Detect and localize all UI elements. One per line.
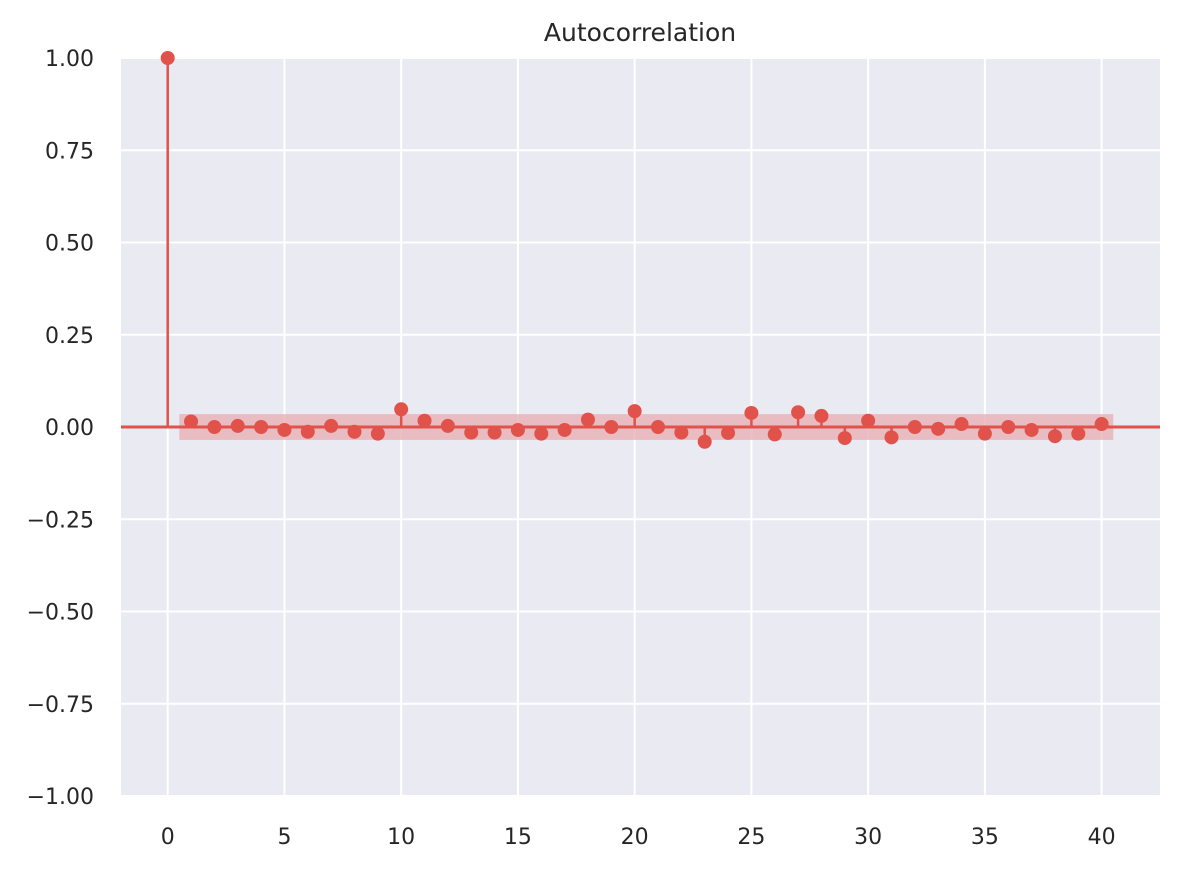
- marker-lag-7: [324, 418, 339, 433]
- marker-lag-25: [744, 405, 759, 420]
- x-tick-labels: 0 5 10 15 20 25 30 35 40: [161, 825, 1116, 850]
- marker-lag-24: [721, 425, 736, 440]
- markers: [160, 51, 1109, 449]
- marker-lag-3: [230, 418, 245, 433]
- y-tick-label: 0.75: [45, 139, 94, 164]
- y-tick-labels: 1.00 0.75 0.50 0.25 0.00 −0.25 −0.50 −0.75 −1.00: [27, 47, 94, 810]
- y-tick-label: −0.75: [27, 693, 94, 718]
- x-tick-label: 25: [737, 825, 765, 850]
- marker-lag-10: [394, 402, 409, 417]
- marker-lag-1: [184, 414, 199, 429]
- marker-lag-2: [207, 420, 222, 434]
- marker-lag-4: [254, 420, 269, 434]
- x-tick-label: 20: [621, 825, 649, 850]
- marker-lag-22: [674, 425, 689, 440]
- y-tick-label: 1.00: [45, 47, 94, 72]
- marker-lag-18: [580, 412, 595, 427]
- chart-title: Autocorrelation: [544, 18, 736, 47]
- marker-lag-36: [1001, 420, 1016, 434]
- x-tick-label: 35: [971, 825, 999, 850]
- x-tick-label: 15: [504, 825, 532, 850]
- x-tick-label: 5: [277, 825, 291, 850]
- marker-lag-11: [417, 413, 432, 428]
- marker-lag-0: [160, 51, 175, 65]
- marker-lag-23: [697, 434, 712, 449]
- marker-lag-13: [464, 425, 479, 440]
- marker-lag-34: [954, 417, 969, 432]
- x-tick-label: 0: [161, 825, 175, 850]
- marker-lag-20: [627, 404, 642, 419]
- marker-lag-40: [1094, 417, 1109, 432]
- y-tick-label: −0.25: [27, 508, 94, 533]
- marker-lag-15: [510, 422, 525, 437]
- y-tick-label: 0.00: [45, 416, 94, 441]
- marker-lag-14: [487, 425, 502, 440]
- marker-lag-12: [440, 418, 455, 433]
- x-tick-label: 10: [387, 825, 415, 850]
- marker-lag-8: [347, 424, 362, 439]
- y-tick-label: 0.25: [45, 324, 94, 349]
- marker-lag-27: [791, 405, 806, 420]
- marker-lag-5: [277, 422, 292, 437]
- marker-lag-38: [1047, 429, 1062, 444]
- marker-lag-28: [814, 408, 829, 423]
- marker-lag-19: [604, 420, 619, 434]
- marker-lag-6: [300, 424, 315, 439]
- marker-lag-30: [861, 413, 876, 428]
- marker-lag-16: [534, 426, 549, 441]
- marker-lag-37: [1024, 422, 1039, 437]
- marker-lag-39: [1071, 426, 1086, 441]
- marker-lag-9: [370, 426, 385, 441]
- y-tick-label: −1.00: [27, 785, 94, 810]
- marker-lag-21: [651, 420, 666, 434]
- marker-lag-31: [884, 430, 899, 445]
- marker-lag-33: [931, 421, 946, 436]
- x-tick-label: 40: [1088, 825, 1116, 850]
- x-tick-label: 30: [854, 825, 882, 850]
- marker-lag-17: [557, 422, 572, 437]
- y-tick-label: −0.50: [27, 601, 94, 626]
- y-tick-label: 0.50: [45, 232, 94, 257]
- marker-lag-26: [767, 427, 782, 442]
- marker-lag-29: [837, 431, 852, 446]
- marker-lag-35: [977, 426, 992, 441]
- marker-lag-32: [907, 420, 922, 434]
